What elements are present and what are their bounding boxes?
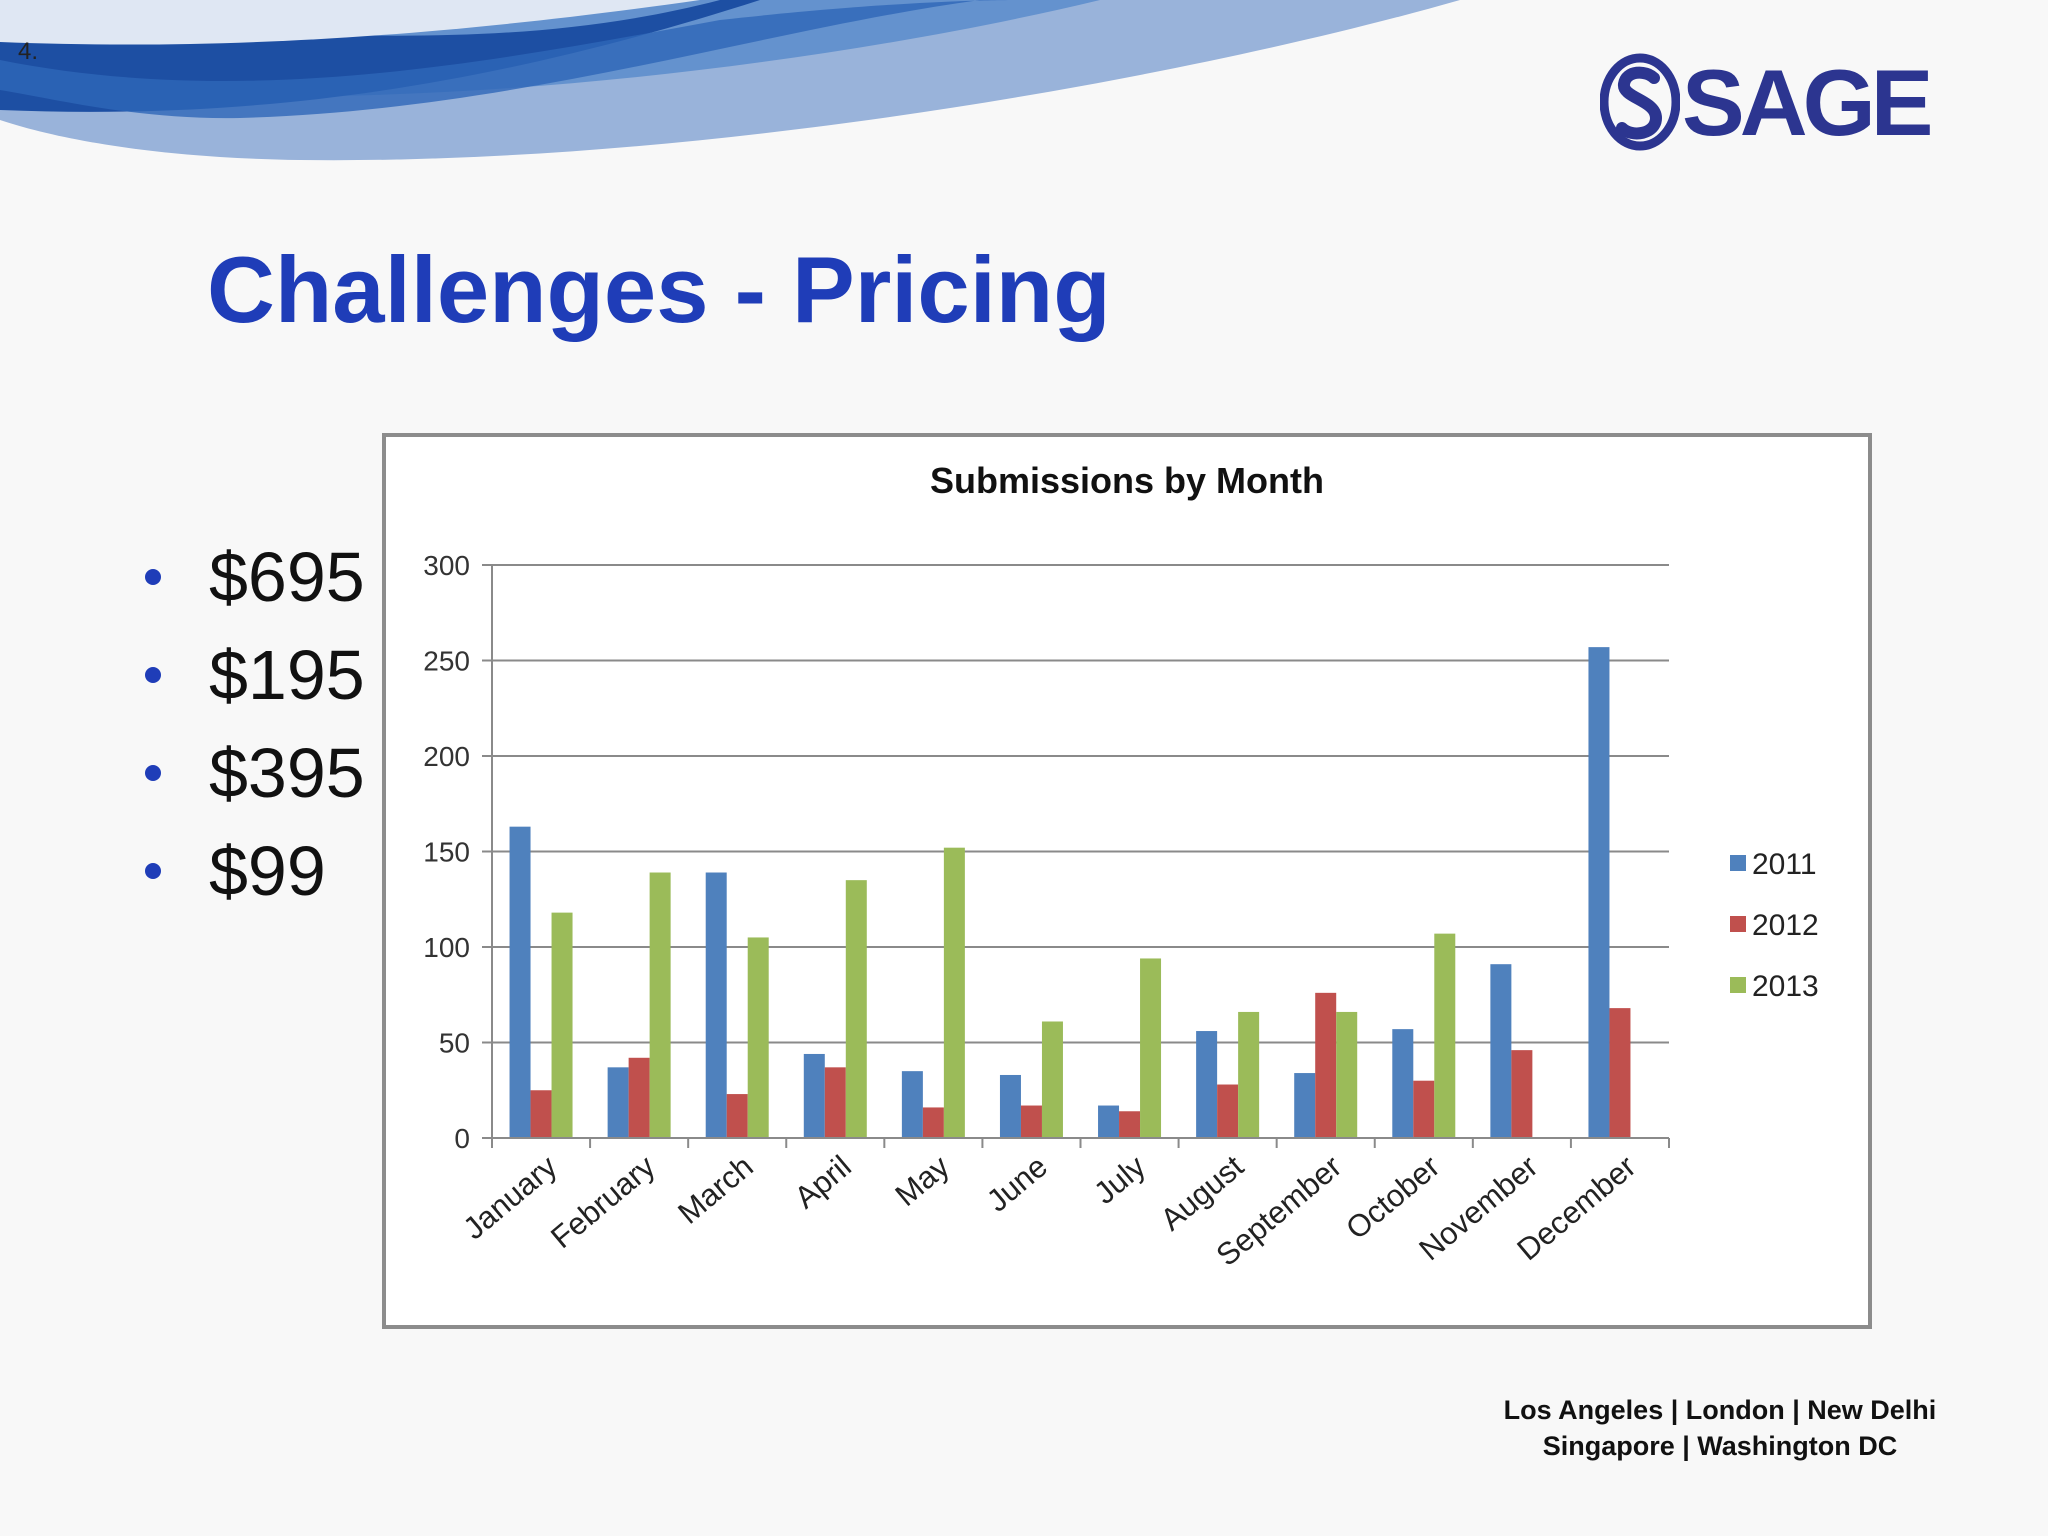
bullet-text: $99 [209,832,326,910]
legend-swatch-2012 [1730,916,1746,932]
y-tick-label: 100 [423,932,470,963]
bar-2011-april [803,1053,825,1138]
bar-2012-december [1609,1008,1631,1138]
bar-2013-may [943,847,965,1138]
footer-line-1: Los Angeles | London | New Delhi [1503,1395,1937,1425]
sage-logo-text: SAGE [1682,50,1933,155]
legend-label-2012: 2012 [1752,909,1819,942]
bar-2011-july [1098,1105,1120,1138]
bar-2013-september [1336,1011,1358,1138]
slide-number: 4. [18,38,39,65]
bullet-icon [145,863,161,879]
footer-locations: Los Angeles | London | New Delhi Singapo… [1470,1392,1970,1464]
bullet-item: $395 [145,724,365,822]
legend-label-2013: 2013 [1752,970,1819,1003]
submissions-chart: Submissions by Month 050100150200250300J… [382,433,1872,1329]
bullet-item: $99 [145,822,365,920]
bar-2012-may [922,1107,944,1138]
bar-2012-january [530,1090,552,1138]
bullet-icon [145,569,161,585]
slide-title: Challenges - Pricing [207,237,1111,342]
y-tick-label: 200 [423,741,470,772]
y-tick-label: 250 [423,646,470,677]
bar-2011-december [1588,647,1610,1138]
bar-2011-november [1490,964,1512,1138]
bar-2011-august [1196,1031,1218,1138]
bullet-icon [145,667,161,683]
bar-2013-april [845,880,867,1138]
bar-2011-february [607,1067,629,1138]
bar-2012-july [1119,1111,1141,1138]
chart-title: Submissions by Month [930,460,1324,501]
bullet-item: $695 [145,528,365,626]
bar-2012-november [1511,1050,1533,1138]
bar-2013-march [747,937,769,1138]
header-swoosh-decoration [0,0,1460,161]
bar-2011-september [1294,1073,1316,1138]
bullet-text: $395 [209,734,365,812]
bullet-text: $195 [209,636,365,714]
bar-2013-october [1434,933,1456,1138]
legend-swatch-2011 [1730,855,1746,871]
bar-2011-march [705,872,727,1138]
bar-2011-january [509,826,531,1138]
bar-2012-march [726,1094,748,1138]
bullet-icon [145,765,161,781]
y-tick-label: 300 [423,550,470,581]
legend-swatch-2013 [1730,977,1746,993]
bar-2013-january [551,912,573,1138]
bar-2011-june [999,1074,1021,1138]
bar-2012-october [1413,1080,1435,1138]
sage-s-icon [1600,53,1680,151]
bar-2013-june [1041,1021,1063,1138]
bar-2013-july [1140,958,1162,1138]
bar-2012-september [1315,992,1337,1138]
y-tick-label: 0 [454,1123,470,1154]
bar-2012-june [1020,1105,1042,1138]
bar-2012-august [1217,1084,1239,1138]
bar-2013-august [1238,1011,1260,1138]
bar-2011-october [1392,1029,1414,1138]
bullet-list: $695 $195 $395 $99 [145,528,365,920]
sage-logo: SAGE [1600,48,1940,158]
bar-2013-february [649,872,671,1138]
legend-label-2011: 2011 [1752,848,1817,881]
footer-line-2: Singapore | Washington DC [1542,1431,1898,1461]
bullet-item: $195 [145,626,365,724]
chart-frame [382,433,1872,1329]
bar-2012-february [628,1057,650,1138]
y-tick-label: 150 [423,837,470,868]
y-tick-label: 50 [439,1028,470,1059]
bar-2011-may [901,1071,923,1138]
bar-2012-april [824,1067,846,1138]
bullet-text: $695 [209,538,365,616]
